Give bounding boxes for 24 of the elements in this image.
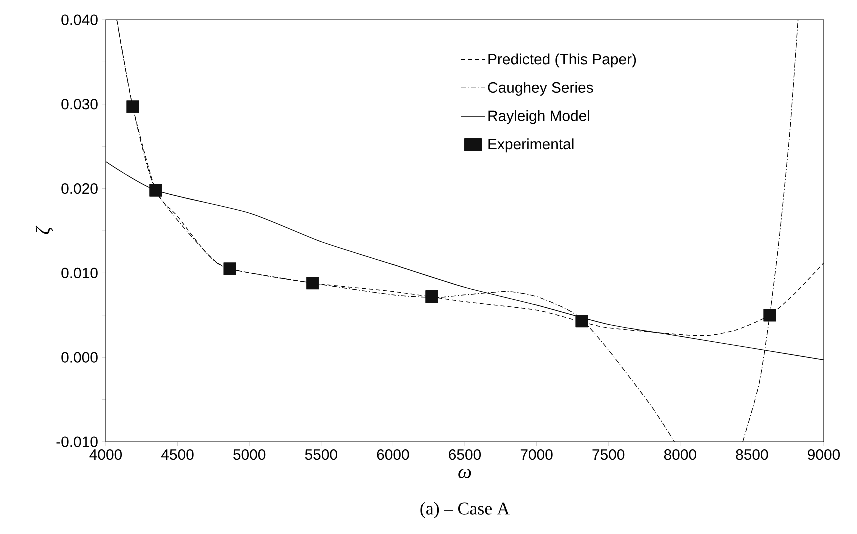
x-tick-label: 8000 <box>664 450 696 460</box>
y-tick-label: 0.010 <box>62 268 98 278</box>
x-tick-label: 4000 <box>90 450 122 460</box>
x-tick-label: 7500 <box>592 450 625 460</box>
legend-label: Predicted (This Paper) <box>488 54 636 68</box>
x-tick-label: 5000 <box>234 450 266 460</box>
y-axis-title: ζ <box>36 226 54 234</box>
legend-label: Caughey Series <box>488 82 594 96</box>
x-tick-label: 6000 <box>377 450 410 460</box>
y-tick-label: 0.000 <box>62 352 98 363</box>
x-tick-label: 9000 <box>808 450 840 460</box>
y-tick-label: 0.020 <box>62 184 98 194</box>
y-tick-label: 0.040 <box>62 14 98 26</box>
legend-label: Rayleigh Model <box>488 110 590 124</box>
y-tick-label: 0.030 <box>62 99 98 110</box>
legend-label: Experimental <box>488 138 574 153</box>
x-tick-label: 8500 <box>736 450 768 460</box>
text: (a) – Case A <box>420 502 510 518</box>
x-axis-title: ω <box>458 468 472 478</box>
x-tick-label: 6500 <box>449 450 482 460</box>
y-tick-label: -0.010 <box>56 436 98 448</box>
x-tick-label: 5500 <box>305 450 338 460</box>
x-tick-label: 4500 <box>162 450 194 460</box>
x-tick-label: 7000 <box>520 450 553 460</box>
